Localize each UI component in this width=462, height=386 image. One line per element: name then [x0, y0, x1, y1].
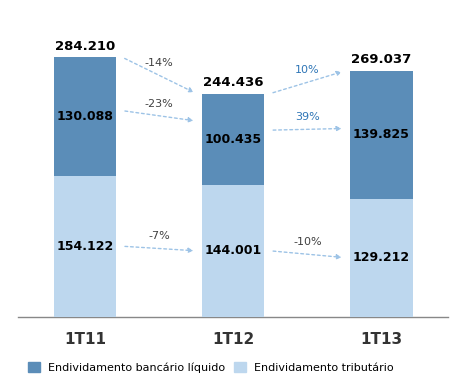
Text: 10%: 10% — [295, 65, 320, 75]
Bar — [54, 57, 116, 176]
Text: 130.088: 130.088 — [57, 110, 114, 123]
Text: 100.435: 100.435 — [205, 133, 262, 146]
Text: -14%: -14% — [145, 58, 174, 68]
Bar — [350, 199, 413, 317]
Text: -23%: -23% — [145, 98, 174, 108]
Bar — [54, 176, 116, 317]
Text: 269.037: 269.037 — [351, 54, 412, 66]
Text: 154.122: 154.122 — [56, 240, 114, 253]
Text: 244.436: 244.436 — [203, 76, 263, 89]
Bar — [202, 185, 264, 317]
Text: -10%: -10% — [293, 237, 322, 247]
Text: -7%: -7% — [148, 231, 170, 241]
Text: 39%: 39% — [295, 112, 320, 122]
Text: 284.210: 284.210 — [55, 40, 116, 52]
Bar — [350, 71, 413, 199]
Text: 144.001: 144.001 — [205, 244, 262, 257]
Legend: Endividamento bancário líquido, Endividamento tributário: Endividamento bancário líquido, Endivida… — [24, 358, 399, 377]
Text: 139.825: 139.825 — [353, 129, 410, 141]
Bar — [202, 93, 264, 185]
Text: 129.212: 129.212 — [353, 251, 410, 264]
